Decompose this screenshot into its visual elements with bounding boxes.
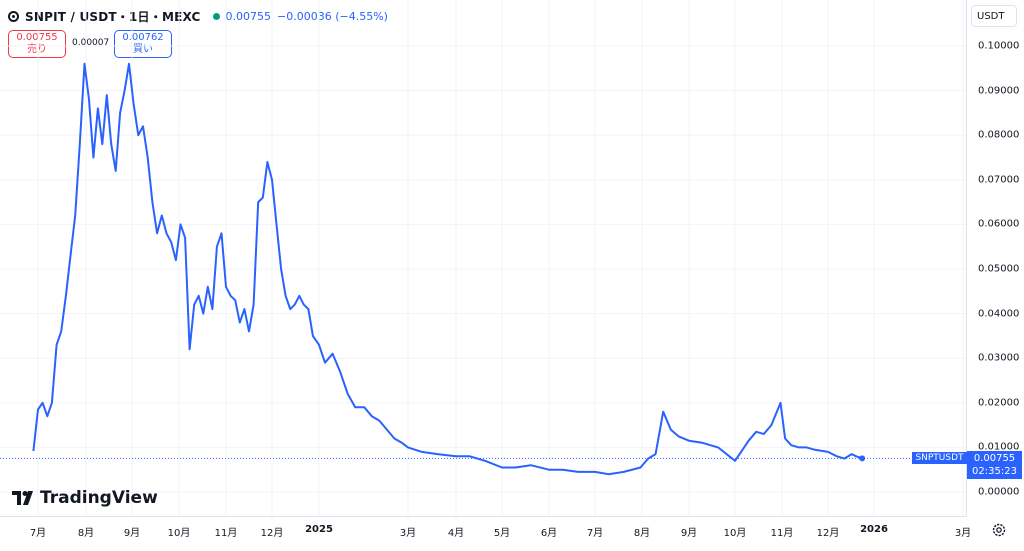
buy-label: 買い (133, 44, 153, 55)
y-tick-label: 0.04000 (978, 308, 1020, 320)
y-tick-label: 0.10000 (978, 40, 1020, 52)
x-tick-label: 9月 (123, 528, 141, 539)
x-tick-label: 7月 (586, 528, 604, 539)
spread-value: 0.00007 (72, 38, 110, 48)
current-price: 0.00755 (225, 9, 272, 23)
x-tick-label: 7月 (29, 528, 47, 539)
buy-price: 0.00762 (122, 32, 164, 43)
x-tick-label: 9月 (680, 528, 698, 539)
x-tick-label: 12月 (260, 528, 284, 539)
buy-button[interactable]: 0.00762 買い (114, 30, 172, 58)
x-tick-label: 12月 (816, 528, 840, 539)
y-tick-label: 0.08000 (978, 129, 1020, 141)
last-price-value: 0.00755 (973, 453, 1016, 464)
x-tick-label: 8月 (77, 528, 95, 539)
x-tick-label: 5月 (493, 528, 511, 539)
sell-price: 0.00755 (16, 32, 58, 43)
chart-grid (0, 0, 966, 516)
y-tick-label: 0.02000 (978, 397, 1020, 409)
settings-gear-icon[interactable] (990, 521, 1008, 539)
y-tick-label: 0.00000 (978, 486, 1020, 498)
series-symbol-tag: SNPTUSDT (912, 452, 967, 464)
x-tick-label: 3月 (399, 528, 417, 539)
tradingview-logo-icon (12, 491, 33, 505)
y-tick-label: 0.03000 (978, 352, 1020, 364)
y-tick-label: 0.06000 (978, 218, 1020, 230)
x-tick-label: 2025 (305, 524, 333, 535)
symbol-logo-icon (8, 10, 19, 22)
last-price-tag: 0.00755 02:35:23 (967, 451, 1022, 479)
tradingview-logo[interactable]: TradingView (12, 488, 158, 508)
bar-countdown: 02:35:23 (972, 466, 1017, 477)
x-tick-label: 8月 (633, 528, 651, 539)
price-axis-border (966, 0, 967, 516)
chart-header: SNPIT / USDT・1日・MEXC 0.00755 −0.00036 (−… (8, 6, 388, 26)
y-tick-label: 0.09000 (978, 85, 1020, 97)
price-chart[interactable] (0, 0, 967, 516)
y-tick-label: 0.01000 (978, 441, 1020, 453)
x-tick-label: 2026 (860, 524, 888, 535)
brand-name: TradingView (40, 488, 158, 508)
y-tick-label: 0.05000 (978, 263, 1020, 275)
x-tick-label: 6月 (540, 528, 558, 539)
x-tick-label: 3月 (954, 528, 972, 539)
x-tick-label: 10月 (723, 528, 747, 539)
price-series-line (32, 62, 863, 476)
market-status-icon (212, 12, 220, 20)
sell-button[interactable]: 0.00755 売り (8, 30, 66, 58)
x-tick-label: 4月 (447, 528, 465, 539)
x-tick-label: 11月 (770, 528, 794, 539)
symbol-title[interactable]: SNPIT / USDT・1日・MEXC (25, 9, 201, 24)
currency-unit-select[interactable]: USDT (971, 5, 1017, 27)
y-tick-label: 0.07000 (978, 174, 1020, 186)
last-price-dot (859, 455, 866, 462)
time-axis-border (0, 516, 967, 517)
sell-label: 売り (27, 44, 47, 55)
price-change: −0.00036 (−4.55%) (277, 9, 388, 23)
x-tick-label: 11月 (214, 528, 238, 539)
x-tick-label: 10月 (167, 528, 191, 539)
